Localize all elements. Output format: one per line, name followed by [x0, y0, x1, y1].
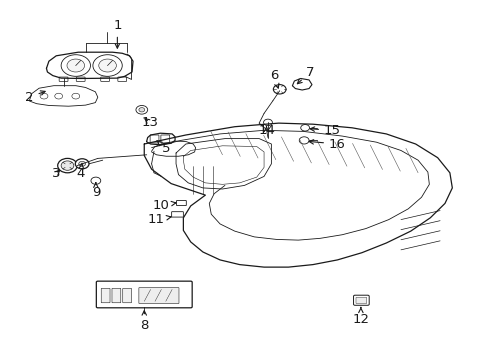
FancyBboxPatch shape [96, 281, 192, 308]
FancyBboxPatch shape [112, 288, 121, 303]
Circle shape [61, 161, 74, 170]
FancyBboxPatch shape [139, 288, 179, 303]
Text: 4: 4 [76, 164, 85, 180]
FancyBboxPatch shape [101, 77, 109, 81]
Circle shape [67, 59, 84, 72]
Circle shape [40, 93, 48, 99]
FancyBboxPatch shape [353, 295, 368, 305]
Circle shape [263, 119, 272, 126]
Circle shape [79, 161, 85, 166]
Text: 13: 13 [141, 116, 158, 129]
Text: 8: 8 [140, 311, 148, 332]
FancyBboxPatch shape [150, 135, 159, 143]
Text: 9: 9 [91, 183, 100, 199]
Text: 6: 6 [269, 69, 278, 88]
Circle shape [300, 125, 309, 131]
Circle shape [299, 137, 308, 144]
Circle shape [75, 159, 89, 169]
FancyBboxPatch shape [59, 77, 68, 81]
Text: 1: 1 [113, 19, 122, 48]
FancyBboxPatch shape [171, 212, 183, 217]
Text: 3: 3 [52, 167, 61, 180]
Circle shape [72, 93, 80, 99]
FancyBboxPatch shape [101, 288, 110, 303]
Circle shape [136, 105, 147, 114]
Circle shape [139, 108, 144, 112]
Circle shape [99, 59, 116, 72]
FancyBboxPatch shape [76, 77, 85, 81]
Circle shape [93, 55, 122, 76]
Circle shape [58, 158, 77, 173]
Circle shape [91, 177, 101, 184]
Circle shape [61, 55, 90, 76]
FancyBboxPatch shape [118, 77, 126, 81]
Text: 14: 14 [258, 124, 274, 137]
FancyBboxPatch shape [355, 297, 366, 303]
Text: 11: 11 [148, 213, 171, 226]
Text: 12: 12 [352, 307, 368, 326]
FancyBboxPatch shape [176, 201, 186, 206]
Text: 2: 2 [25, 91, 45, 104]
FancyBboxPatch shape [122, 288, 131, 303]
Text: 15: 15 [309, 124, 340, 137]
Text: 16: 16 [308, 138, 345, 150]
Text: 7: 7 [297, 66, 314, 84]
Text: 10: 10 [153, 199, 176, 212]
Circle shape [273, 85, 285, 94]
FancyBboxPatch shape [161, 135, 169, 143]
Text: 5: 5 [157, 141, 170, 155]
Circle shape [55, 93, 62, 99]
